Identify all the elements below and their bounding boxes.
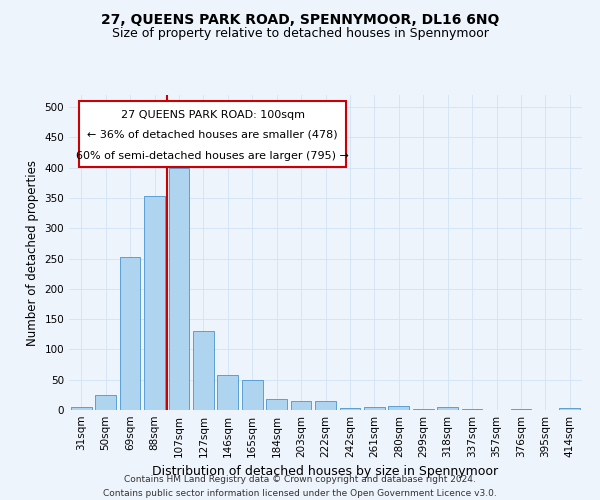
Bar [340, 408, 361, 410]
Bar [266, 399, 287, 410]
Bar [437, 407, 458, 410]
Bar [169, 168, 190, 410]
FancyBboxPatch shape [79, 102, 346, 168]
Bar [119, 258, 140, 410]
Text: ← 36% of detached houses are smaller (478): ← 36% of detached houses are smaller (47… [88, 130, 338, 140]
Bar [242, 380, 263, 410]
Bar [315, 401, 336, 410]
Bar [364, 407, 385, 410]
Text: 27, QUEENS PARK ROAD, SPENNYMOOR, DL16 6NQ: 27, QUEENS PARK ROAD, SPENNYMOOR, DL16 6… [101, 12, 499, 26]
Bar [193, 331, 214, 410]
Bar [95, 395, 116, 410]
Bar [388, 406, 409, 410]
Text: 60% of semi-detached houses are larger (795) →: 60% of semi-detached houses are larger (… [76, 150, 349, 160]
Text: Contains HM Land Registry data © Crown copyright and database right 2024.
Contai: Contains HM Land Registry data © Crown c… [103, 476, 497, 498]
Bar [71, 407, 92, 410]
Y-axis label: Number of detached properties: Number of detached properties [26, 160, 39, 346]
Bar [144, 196, 165, 410]
Bar [217, 375, 238, 410]
X-axis label: Distribution of detached houses by size in Spennymoor: Distribution of detached houses by size … [152, 466, 499, 478]
Bar [290, 401, 311, 410]
Bar [559, 408, 580, 410]
Bar [413, 409, 434, 410]
Text: Size of property relative to detached houses in Spennymoor: Size of property relative to detached ho… [112, 28, 488, 40]
Text: 27 QUEENS PARK ROAD: 100sqm: 27 QUEENS PARK ROAD: 100sqm [121, 110, 305, 120]
